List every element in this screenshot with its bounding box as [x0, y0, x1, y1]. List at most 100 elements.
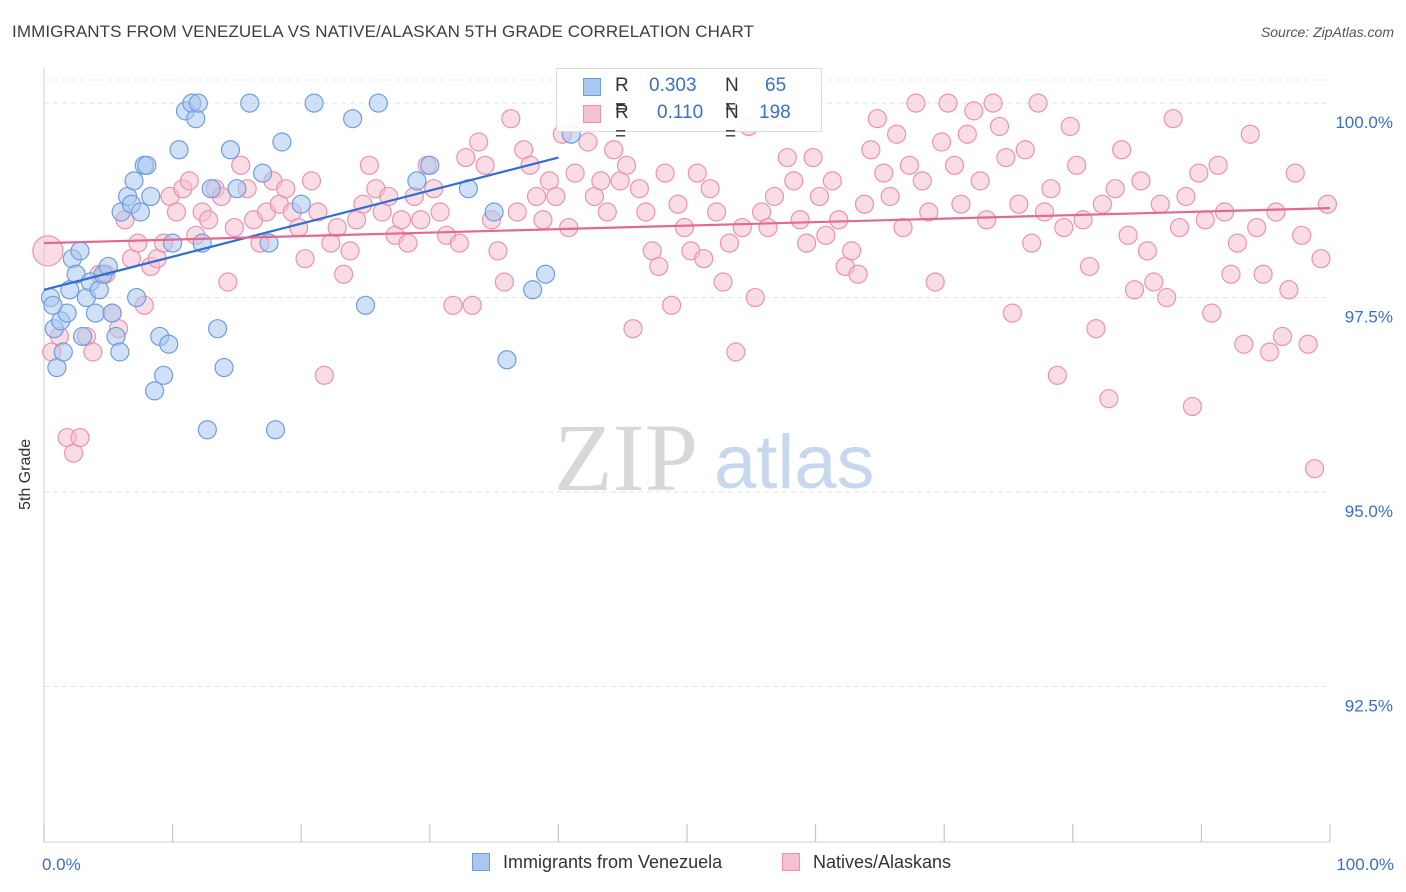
point-natives-30	[231, 155, 251, 175]
point-natives-145	[970, 171, 990, 191]
point-venezuela-13	[85, 303, 106, 323]
point-natives-105	[713, 272, 733, 292]
point-natives-5	[70, 427, 90, 448]
point-natives-143	[957, 124, 977, 144]
point-natives-173	[1150, 194, 1170, 214]
point-natives-84	[578, 132, 598, 152]
point-natives-28	[218, 272, 238, 292]
point-natives-71	[494, 272, 514, 292]
point-natives-166	[1105, 179, 1125, 199]
point-natives-162	[1079, 256, 1100, 277]
point-natives-198	[1311, 249, 1331, 269]
point-natives-61	[430, 202, 450, 222]
point-natives-117	[790, 210, 810, 230]
point-natives-56	[398, 233, 418, 253]
point-natives-103	[700, 179, 720, 199]
point-natives-45	[327, 217, 347, 238]
point-natives-172	[1144, 272, 1164, 292]
point-natives-43	[314, 365, 334, 385]
y-tick-label-1: 95.0%	[1345, 502, 1393, 521]
point-venezuela-61	[523, 280, 543, 300]
y-tick-label-0: 92.5%	[1345, 696, 1393, 715]
point-natives-171	[1137, 241, 1157, 261]
point-natives-110	[745, 287, 765, 308]
point-natives-187	[1240, 124, 1260, 144]
point-natives-95	[649, 256, 669, 277]
point-natives-127	[854, 194, 875, 214]
point-venezuela-25	[130, 202, 151, 222]
point-natives-88	[604, 140, 624, 160]
point-natives-176	[1169, 217, 1190, 238]
point-natives-41	[301, 171, 322, 191]
point-natives-134	[899, 155, 920, 175]
point-natives-180	[1195, 210, 1215, 230]
point-natives-79	[546, 186, 566, 207]
point-venezuela-52	[304, 93, 324, 113]
point-natives-185	[1227, 233, 1248, 253]
legend-swatch-blue	[583, 78, 601, 96]
point-natives-50	[359, 155, 379, 175]
series-immigrants-venezuela	[40, 93, 581, 440]
trend-lines	[43, 156, 1331, 291]
axes	[43, 68, 1331, 843]
y-tick-label-3: 100.0%	[1335, 113, 1393, 132]
point-venezuela-51	[291, 194, 311, 214]
point-venezuela-31	[153, 365, 174, 385]
point-natives-20	[166, 202, 187, 222]
point-natives-122	[822, 171, 842, 191]
point-natives-158	[1054, 217, 1074, 238]
point-venezuela-46	[240, 93, 260, 113]
point-natives-159	[1060, 116, 1080, 137]
point-natives-151	[1009, 194, 1029, 214]
point-venezuela-42	[208, 319, 228, 339]
point-natives-132	[887, 124, 907, 144]
point-natives-37	[276, 179, 296, 199]
point-natives-181	[1202, 303, 1222, 323]
point-natives-40	[295, 249, 315, 269]
point-natives-164	[1092, 194, 1112, 214]
point-natives-87	[597, 202, 617, 222]
point-venezuela-62	[535, 264, 556, 284]
x-tick-label-min: 0.0%	[42, 855, 81, 874]
point-natives-91	[623, 319, 643, 339]
point-venezuela-49	[265, 420, 286, 440]
watermark-atlas: atlas	[714, 420, 875, 505]
point-venezuela-43	[214, 357, 234, 378]
point-venezuela-4	[53, 342, 73, 362]
point-natives-113	[764, 186, 785, 207]
point-natives-82	[565, 163, 585, 183]
point-natives-42	[308, 202, 328, 222]
point-natives-148	[989, 116, 1010, 137]
point-natives-68	[475, 155, 495, 175]
point-natives-107	[726, 342, 746, 362]
point-venezuela-50	[272, 132, 292, 152]
point-natives-141	[944, 155, 965, 175]
point-natives-142	[951, 194, 971, 214]
point-venezuela-32	[159, 334, 179, 354]
point-natives-86	[591, 171, 611, 191]
point-natives-133	[893, 217, 913, 238]
point-natives-120	[809, 186, 830, 207]
point-natives-179	[1189, 163, 1209, 183]
point-venezuela-19	[110, 342, 130, 362]
point-natives-47	[340, 241, 360, 261]
point-venezuela-38	[188, 93, 208, 113]
point-natives-22	[179, 171, 199, 191]
point-natives-90	[616, 155, 637, 175]
point-natives-77	[533, 210, 553, 230]
point-venezuela-24	[126, 287, 147, 308]
point-natives-112	[758, 217, 778, 238]
point-natives-25	[199, 210, 219, 230]
point-natives-108	[732, 217, 752, 238]
point-natives-129	[867, 109, 887, 129]
point-natives-163	[1086, 319, 1106, 339]
point-natives-126	[848, 264, 868, 284]
point-venezuela-33	[163, 233, 183, 253]
point-natives-70	[488, 241, 508, 261]
point-natives-128	[861, 140, 881, 160]
point-natives-146	[977, 210, 997, 230]
point-venezuela-37	[186, 109, 206, 129]
stats-legend: R = 0.303 N = 65 R = 0.110 N = 198	[556, 68, 822, 145]
point-natives-106	[719, 233, 740, 253]
point-venezuela-57	[420, 155, 440, 175]
